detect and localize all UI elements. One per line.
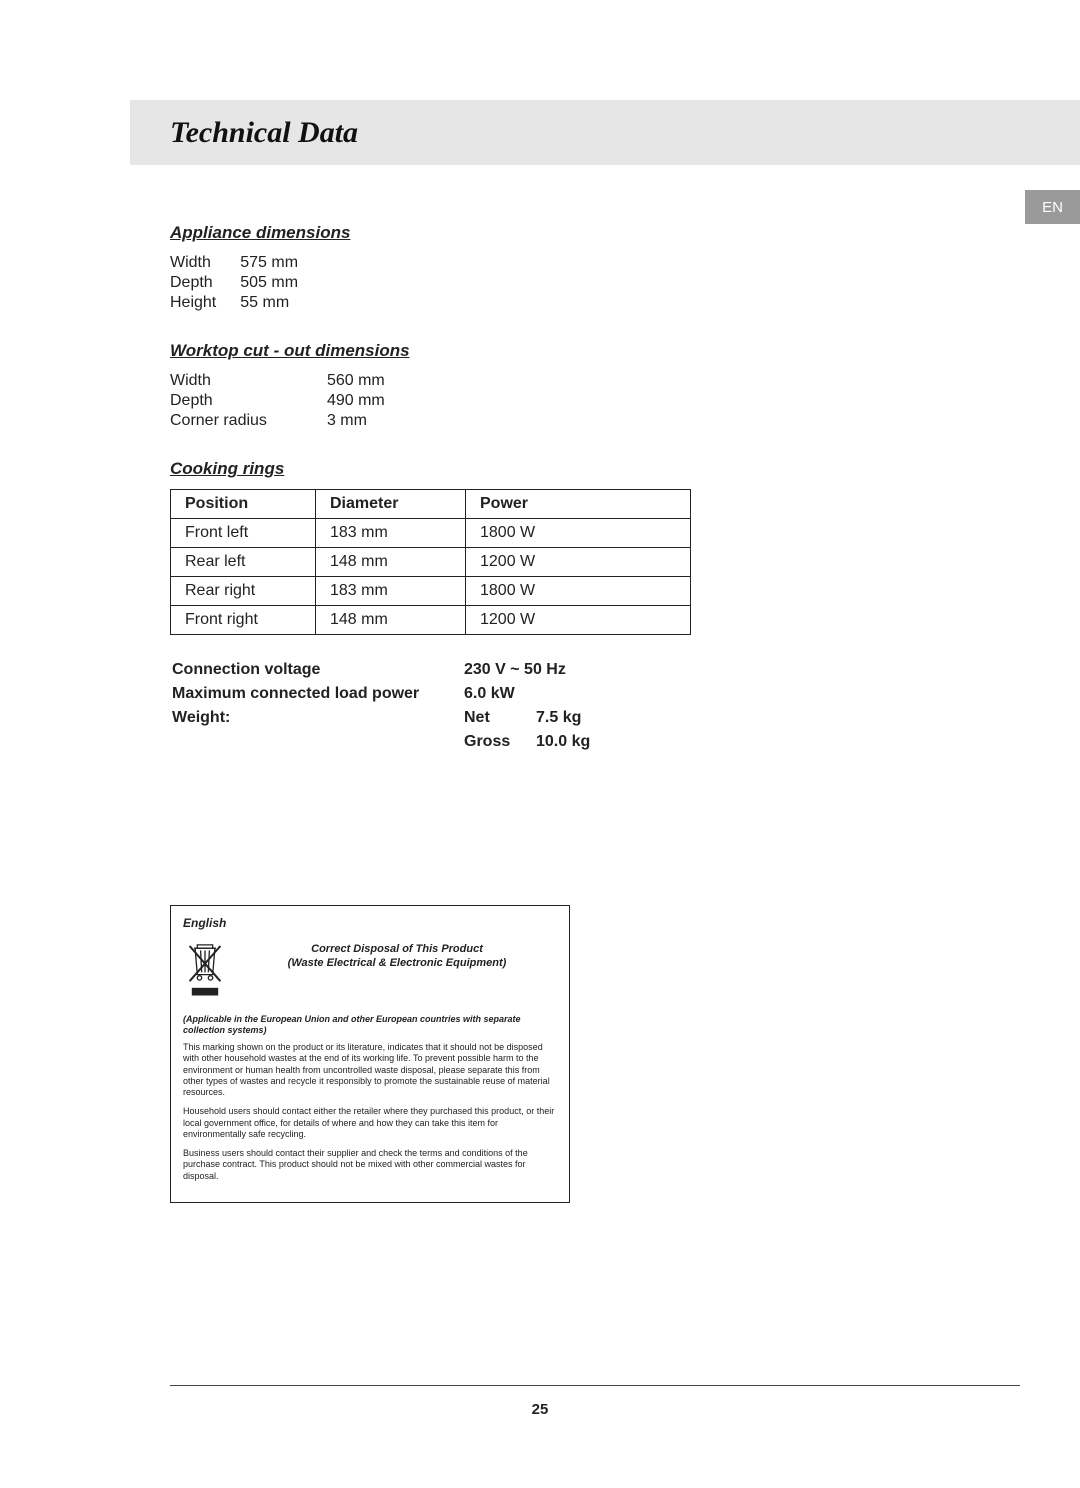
kv-row: Depth490 mm bbox=[170, 391, 385, 411]
cell: Front right bbox=[171, 606, 316, 635]
cell: Rear left bbox=[171, 548, 316, 577]
appliance-heading: Appliance dimensions bbox=[170, 223, 970, 243]
cell: 148 mm bbox=[316, 548, 466, 577]
col-header: Diameter bbox=[316, 490, 466, 519]
table-row: Rear right183 mm1800 W bbox=[171, 577, 691, 606]
disposal-title: Correct Disposal of This Product (Waste … bbox=[237, 937, 557, 971]
content-area: Appliance dimensions Width575 mm Depth50… bbox=[170, 195, 970, 755]
language-code: EN bbox=[1042, 199, 1063, 216]
cell: 1800 W bbox=[466, 577, 691, 606]
spec-row: Connection voltage 230 V ~ 50 Hz bbox=[172, 659, 590, 681]
spec-label: Maximum connected load power bbox=[172, 683, 462, 705]
spec-sublabel: Net bbox=[464, 707, 534, 729]
table-row: Front left183 mm1800 W bbox=[171, 519, 691, 548]
table-row: Front right148 mm1200 W bbox=[171, 606, 691, 635]
cell: 148 mm bbox=[316, 606, 466, 635]
worktop-heading: Worktop cut - out dimensions bbox=[170, 341, 970, 361]
kv-row: Corner radius3 mm bbox=[170, 411, 385, 431]
kv-value: 3 mm bbox=[327, 411, 385, 431]
kv-value: 575 mm bbox=[240, 253, 298, 273]
disposal-title-line: (Waste Electrical & Electronic Equipment… bbox=[237, 957, 557, 971]
kv-row: Width575 mm bbox=[170, 253, 298, 273]
cell: 1800 W bbox=[466, 519, 691, 548]
disposal-title-line: Correct Disposal of This Product bbox=[237, 943, 557, 957]
kv-value: 505 mm bbox=[240, 273, 298, 293]
cell: Front left bbox=[171, 519, 316, 548]
worktop-table: Width560 mm Depth490 mm Corner radius3 m… bbox=[170, 371, 385, 431]
spec-value: 6.0 kW bbox=[464, 683, 590, 705]
page-title: Technical Data bbox=[170, 116, 358, 150]
disposal-note: (Applicable in the European Union and ot… bbox=[183, 1014, 557, 1037]
col-header: Power bbox=[466, 490, 691, 519]
spec-row: Gross 10.0 kg bbox=[172, 731, 590, 753]
kv-label: Height bbox=[170, 293, 240, 313]
kv-label: Depth bbox=[170, 273, 240, 293]
table-header-row: Position Diameter Power bbox=[171, 490, 691, 519]
cell: Rear right bbox=[171, 577, 316, 606]
language-tab: EN bbox=[1025, 190, 1080, 224]
disposal-header: Correct Disposal of This Product (Waste … bbox=[183, 937, 557, 1004]
cell: 1200 W bbox=[466, 548, 691, 577]
disposal-paragraph: Household users should contact either th… bbox=[183, 1106, 557, 1140]
kv-label: Corner radius bbox=[170, 411, 327, 431]
disposal-paragraph: Business users should contact their supp… bbox=[183, 1148, 557, 1182]
disposal-box: English Correct Disposal of This Pro bbox=[170, 905, 570, 1203]
spec-row: Maximum connected load power 6.0 kW bbox=[172, 683, 590, 705]
spec-row: Weight: Net 7.5 kg bbox=[172, 707, 590, 729]
cell: 183 mm bbox=[316, 577, 466, 606]
footer-rule bbox=[170, 1385, 1020, 1386]
spec-label-empty bbox=[172, 731, 462, 753]
col-header: Position bbox=[171, 490, 316, 519]
spec-value: 10.0 kg bbox=[536, 731, 590, 753]
spec-label: Connection voltage bbox=[172, 659, 462, 681]
spec-value: 7.5 kg bbox=[536, 707, 590, 729]
kv-row: Depth505 mm bbox=[170, 273, 298, 293]
spec-value: 230 V ~ 50 Hz bbox=[464, 659, 590, 681]
page-number: 25 bbox=[0, 1401, 1080, 1418]
kv-value: 560 mm bbox=[327, 371, 385, 391]
kv-value: 490 mm bbox=[327, 391, 385, 411]
cell: 183 mm bbox=[316, 519, 466, 548]
header-band: Technical Data bbox=[130, 100, 1080, 165]
table-row: Rear left148 mm1200 W bbox=[171, 548, 691, 577]
rings-heading: Cooking rings bbox=[170, 459, 970, 479]
specs-table: Connection voltage 230 V ~ 50 Hz Maximum… bbox=[170, 657, 592, 755]
appliance-table: Width575 mm Depth505 mm Height55 mm bbox=[170, 253, 298, 313]
disposal-paragraph: This marking shown on the product or its… bbox=[183, 1042, 557, 1098]
kv-label: Depth bbox=[170, 391, 327, 411]
kv-row: Width560 mm bbox=[170, 371, 385, 391]
crossed-bin-icon bbox=[183, 937, 227, 1004]
kv-label: Width bbox=[170, 253, 240, 273]
spec-label: Weight: bbox=[172, 707, 462, 729]
spec-sublabel: Gross bbox=[464, 731, 534, 753]
kv-value: 55 mm bbox=[240, 293, 298, 313]
kv-label: Width bbox=[170, 371, 327, 391]
rings-table: Position Diameter Power Front left183 mm… bbox=[170, 489, 691, 635]
disposal-language: English bbox=[183, 916, 557, 931]
kv-row: Height55 mm bbox=[170, 293, 298, 313]
cell: 1200 W bbox=[466, 606, 691, 635]
